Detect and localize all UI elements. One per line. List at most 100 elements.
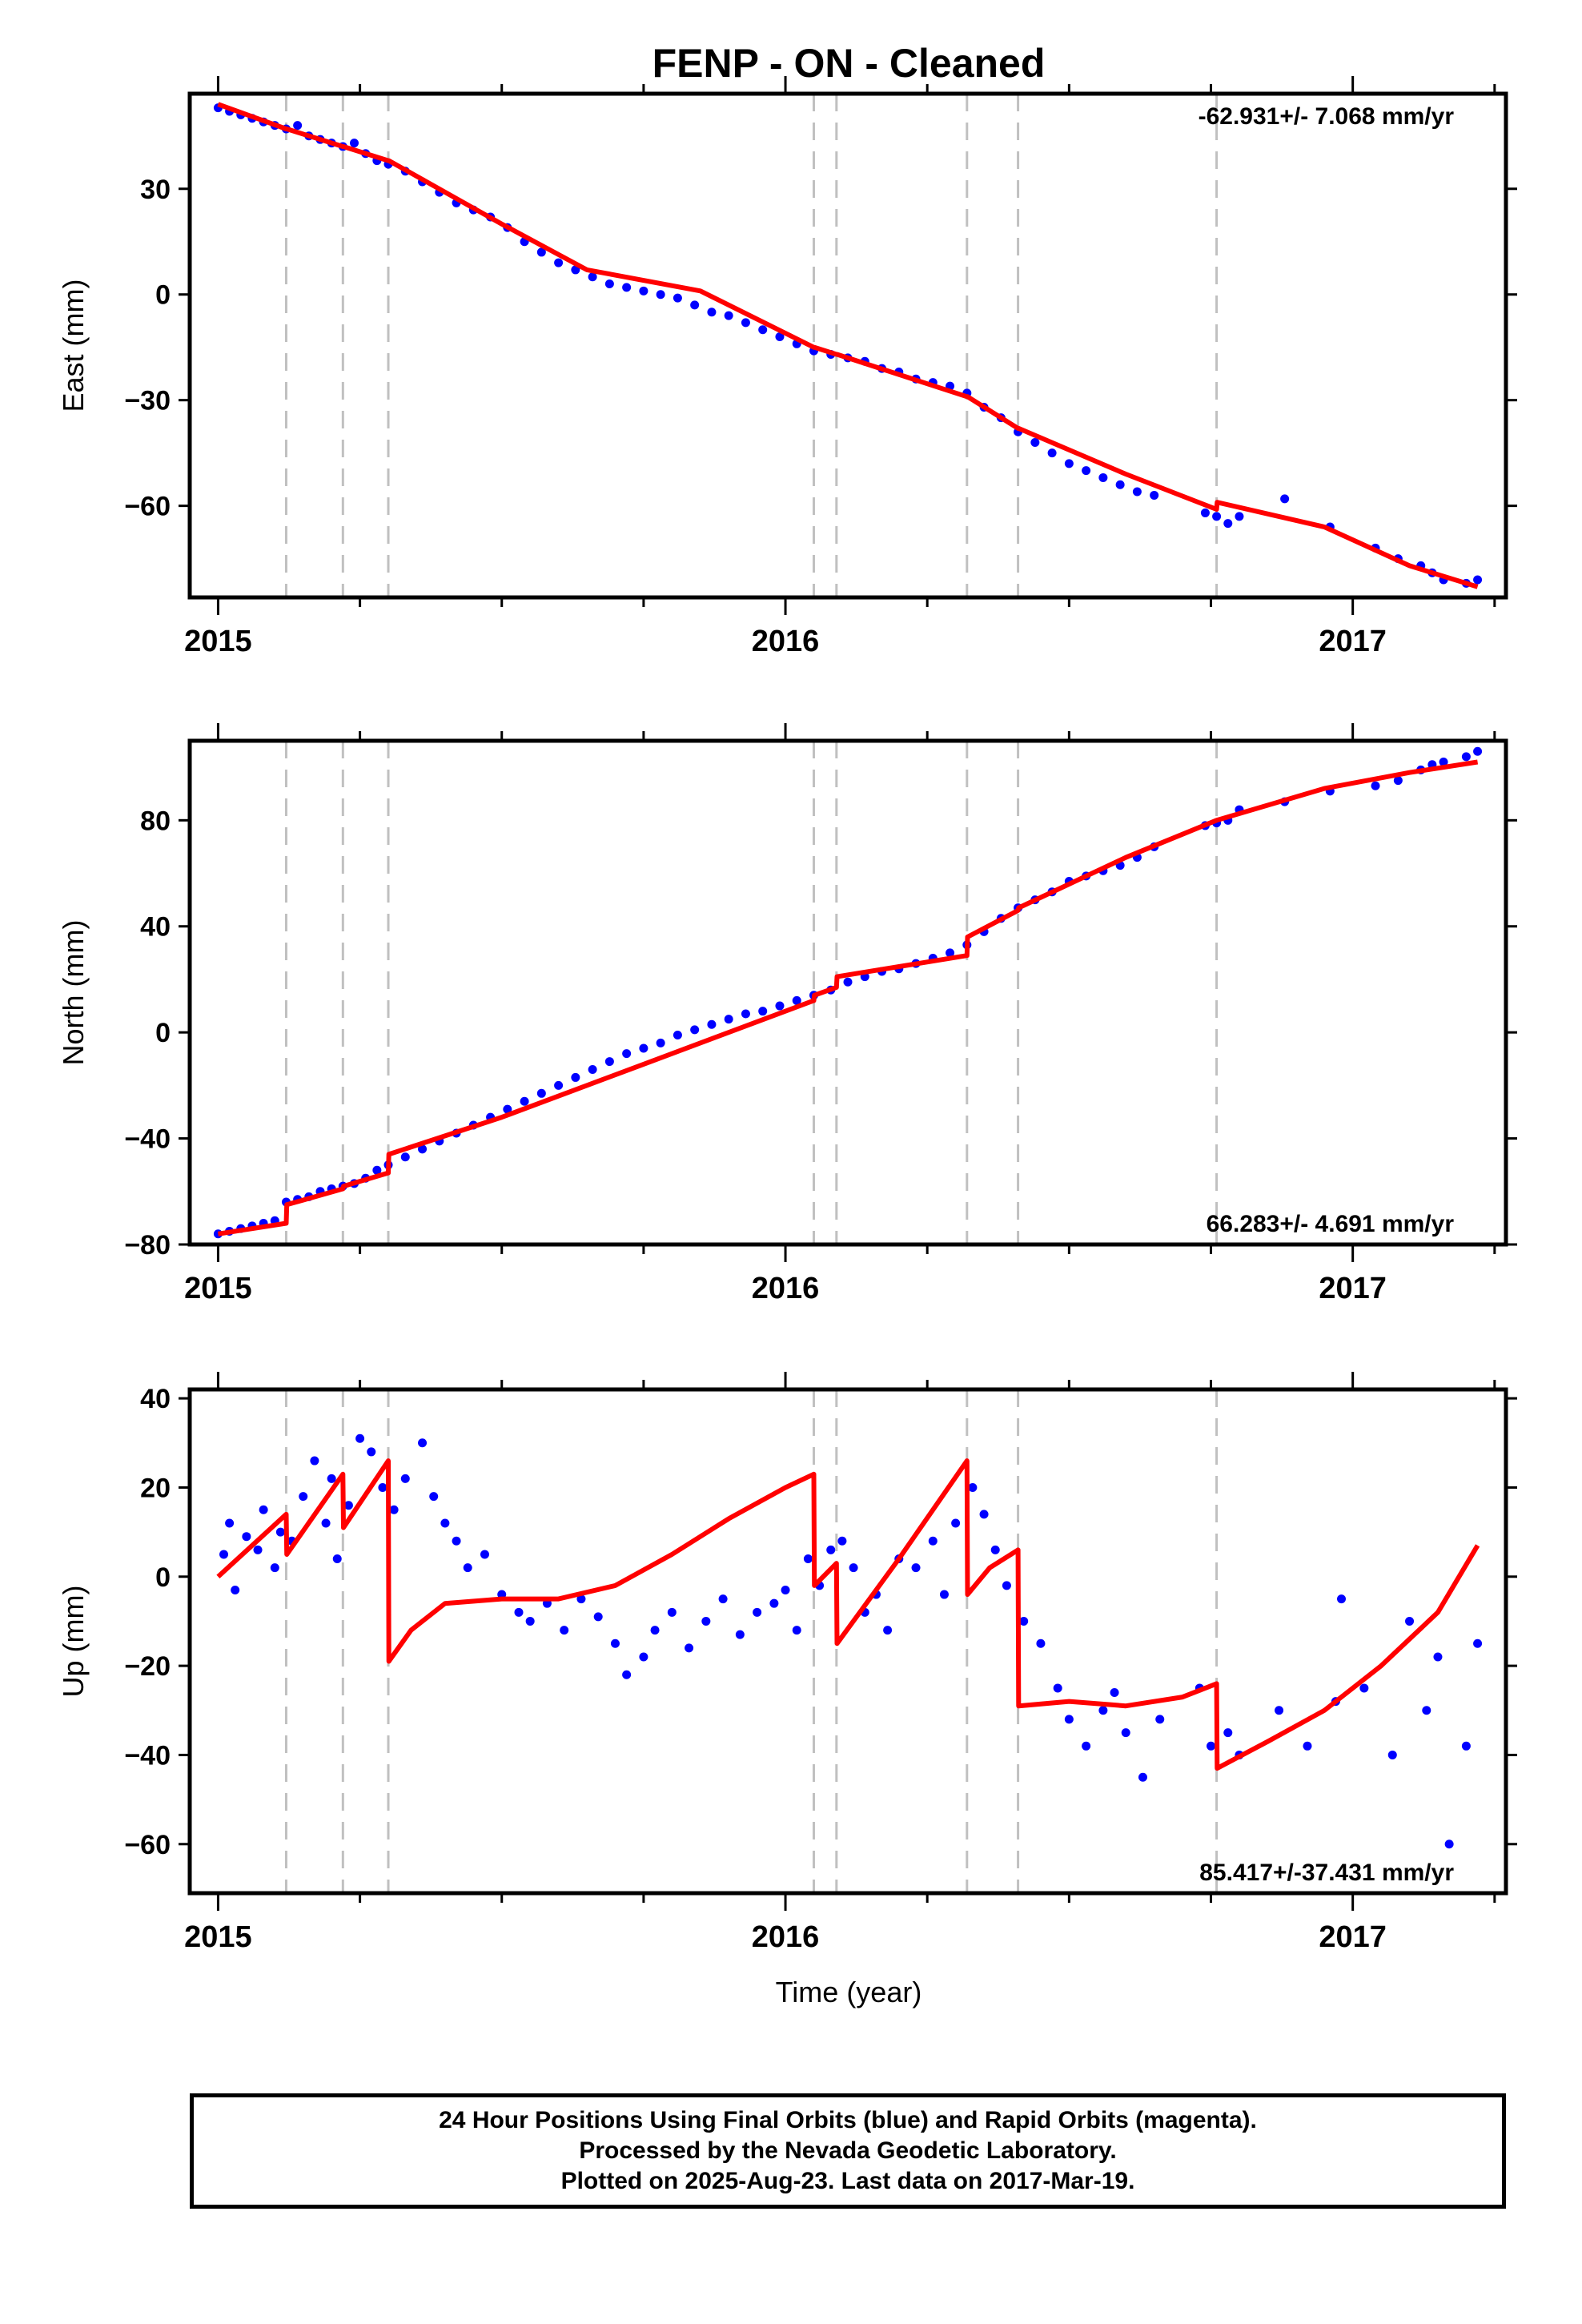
x-tick-label: 2017	[1319, 625, 1387, 658]
data-point	[1387, 1750, 1397, 1759]
y-tick-label: 80	[140, 806, 171, 836]
y-tick-label: −80	[124, 1230, 171, 1261]
data-point	[803, 1554, 813, 1564]
data-point	[299, 1492, 308, 1502]
data-point	[1115, 480, 1125, 489]
data-point	[452, 1536, 461, 1546]
data-point	[520, 1096, 529, 1106]
data-point	[1473, 575, 1483, 585]
data-point	[554, 258, 564, 267]
data-point	[253, 1545, 263, 1554]
data-point	[939, 1590, 949, 1599]
data-point	[758, 325, 768, 335]
data-point	[270, 1563, 279, 1573]
x-tick-label: 2017	[1319, 1920, 1387, 1954]
data-point	[837, 1536, 847, 1546]
data-point	[1110, 1688, 1119, 1698]
data-point	[650, 1626, 660, 1635]
east-panel: 30 0 −30 −60 2015 2016 2017 East (mm) -62.931+/-…	[57, 76, 1517, 658]
data-point	[1212, 512, 1222, 521]
data-point	[604, 1057, 614, 1067]
data-point	[1098, 472, 1108, 482]
footer-line-2: Processed by the Nevada Geodetic Laborat…	[579, 2137, 1117, 2164]
data-point	[610, 1638, 620, 1648]
data-point	[1053, 1683, 1062, 1693]
data-point	[418, 1144, 428, 1154]
y-tick-label: 30	[140, 175, 171, 205]
y-tick-label: 0	[155, 1018, 171, 1048]
data-point	[310, 1456, 319, 1466]
data-point	[1280, 494, 1290, 504]
data-point	[1019, 1616, 1029, 1626]
data-point	[536, 1088, 546, 1098]
data-point	[753, 1607, 762, 1617]
data-point	[724, 1015, 733, 1024]
data-point	[685, 1643, 694, 1653]
x-tick-label: 2017	[1319, 1272, 1387, 1305]
x-tick-label: 2015	[184, 1272, 252, 1305]
data-point	[560, 1626, 569, 1635]
data-point	[355, 1433, 365, 1443]
data-point	[667, 1607, 677, 1617]
rate-label: 85.417+/-37.431 mm/yr	[1199, 1860, 1454, 1886]
y-tick-label: 0	[155, 280, 171, 311]
data-point	[690, 300, 700, 310]
data-point	[1337, 1594, 1346, 1604]
data-point	[911, 1563, 921, 1573]
data-point	[588, 272, 597, 282]
data-point	[1064, 1715, 1074, 1724]
plot-frame	[187, 91, 1508, 600]
data-point	[1393, 776, 1403, 786]
y-tick-label: 40	[140, 1384, 171, 1414]
x-tick-label: 2016	[752, 1272, 820, 1305]
data-point	[673, 1030, 682, 1039]
x-tick-label: 2015	[184, 1920, 252, 1954]
model-line	[217, 759, 1479, 1236]
data-point	[367, 1447, 376, 1457]
data-point	[724, 311, 733, 320]
footer-box: 24 Hour Positions Using Final Orbits (bl…	[190, 2093, 1506, 2209]
data-point	[1155, 1715, 1165, 1724]
data-point	[378, 1482, 387, 1492]
y-tick-label: −30	[124, 386, 171, 416]
plot-frame	[187, 738, 1508, 1247]
data-point	[293, 121, 303, 131]
x-tick-label: 2016	[752, 625, 820, 658]
data-point	[781, 1585, 790, 1594]
data-point	[1082, 1741, 1091, 1751]
data-point	[701, 1616, 711, 1626]
data-point	[418, 1438, 428, 1448]
y-axis-label: East (mm)	[57, 279, 90, 412]
x-tick-label: 2015	[184, 625, 252, 658]
data-point	[343, 1501, 353, 1510]
data-point	[741, 318, 750, 328]
model-line	[216, 1458, 1480, 1771]
data-point	[1082, 466, 1091, 476]
y-tick-label: −60	[124, 492, 171, 522]
data-point	[707, 308, 717, 317]
data-point	[593, 1612, 603, 1622]
data-point	[622, 283, 632, 292]
data-point	[951, 1518, 961, 1528]
data-point	[1439, 757, 1448, 766]
data-point	[735, 1630, 745, 1639]
data-point	[1275, 1706, 1284, 1715]
data-point	[525, 1616, 535, 1626]
data-point	[503, 1104, 512, 1114]
data-point	[673, 293, 682, 303]
data-point	[536, 247, 546, 257]
data-point	[1223, 1728, 1233, 1738]
data-point	[639, 1652, 648, 1662]
data-point	[1359, 1683, 1369, 1693]
data-point	[372, 1165, 382, 1175]
data-point	[1098, 1706, 1108, 1715]
data-point	[571, 265, 580, 275]
rate-label: -62.931+/- 7.068 mm/yr	[1199, 103, 1455, 130]
data-point	[554, 1080, 564, 1090]
data-point	[758, 1007, 768, 1016]
x-axis-label: Time (year)	[776, 1976, 922, 2008]
data-point	[1132, 487, 1142, 497]
data-point	[639, 286, 648, 296]
data-point	[1047, 448, 1057, 458]
